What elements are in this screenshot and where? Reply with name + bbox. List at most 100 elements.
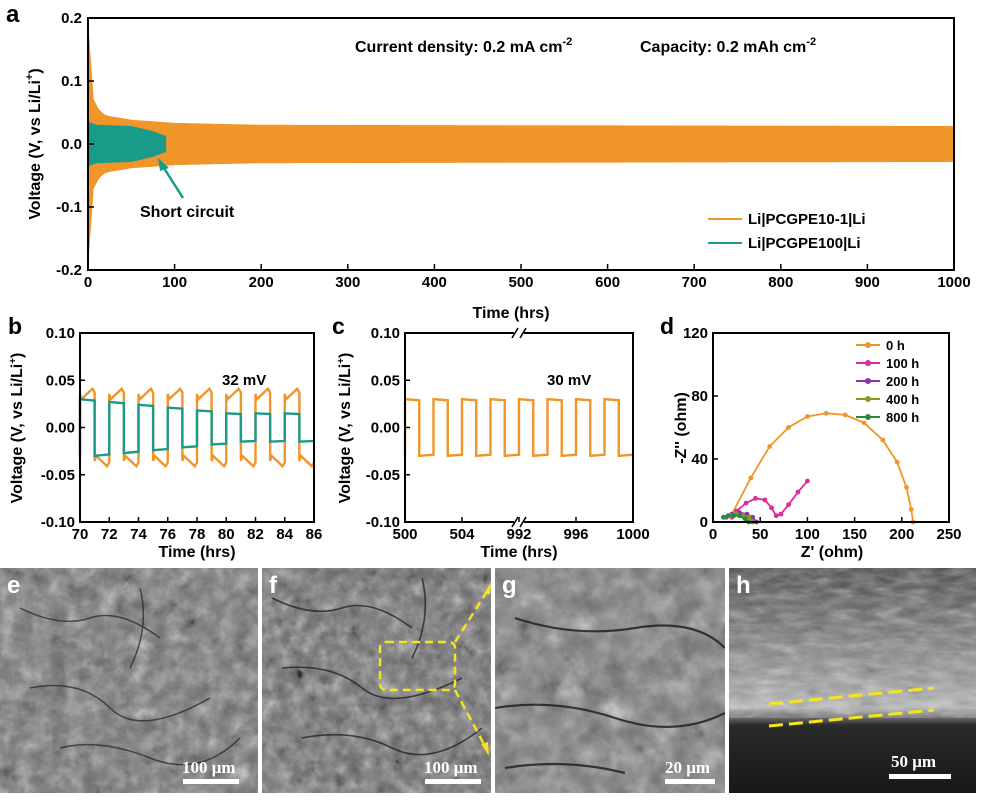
panel-a-current-density: Current density: 0.2 mA cm-2	[355, 36, 572, 56]
panel-d-letter: d	[660, 313, 674, 339]
sem-g-letter: g	[502, 572, 517, 599]
a-xtick-9: 900	[855, 274, 880, 291]
legend-d-marker-3	[865, 396, 871, 402]
sem-h-letter: h	[736, 572, 751, 599]
series-d-point-0-9	[894, 459, 900, 465]
legend-d-label-0: 0 h	[886, 338, 905, 353]
series-d-point-0-11	[908, 507, 914, 512]
series-d-point-0-2	[767, 444, 773, 449]
series-d-point-3-4	[746, 514, 752, 520]
panel-c-amplitude-label: 30 mV	[547, 372, 591, 389]
c-xtick-1: 504	[449, 526, 475, 543]
b-xtick-6: 82	[247, 526, 264, 543]
a-xtick-7: 700	[682, 274, 707, 291]
series-d-point-0-6	[842, 412, 848, 418]
sem-f-scalebar	[425, 779, 481, 784]
layer-top-line	[768, 686, 935, 706]
panel-c-xlabel: Time (hrs)	[480, 544, 557, 561]
a-xtick-0: 0	[84, 274, 92, 291]
panel-a-ticks: 0 100 200 300 400 500 600 700 800 900 1000 -0.2 -0.1…	[56, 10, 971, 291]
panel-c-letter: c	[332, 313, 345, 339]
sem-h-scalebar	[889, 774, 951, 779]
series-d-point-0-5	[823, 410, 829, 416]
series-d-point-1-6	[773, 513, 779, 519]
sem-h-scalebar-label: 50 μm	[891, 752, 937, 771]
c-ytick-4: 0.10	[371, 325, 400, 342]
d-ytick-0: 0	[700, 514, 708, 531]
series-b-orange	[78, 386, 316, 469]
short-circuit-label: Short circuit	[140, 204, 235, 221]
b-xtick-4: 78	[189, 526, 206, 543]
d-xtick-2: 100	[795, 526, 820, 543]
c-xtick-2: 992	[506, 526, 531, 543]
a-xtick-3: 300	[335, 274, 360, 291]
c-ytick-3: 0.05	[371, 372, 400, 389]
sem-e-scalebar	[183, 779, 239, 784]
panel-d-legend: 0 h 100 h 200 h 400 h 800 h	[856, 338, 919, 425]
d-ytick-2: 80	[691, 388, 708, 405]
a-xtick-5: 500	[508, 274, 533, 291]
b-ytick-2: 0.00	[46, 420, 75, 437]
panel-a-xlabel: Time (hrs)	[472, 305, 549, 322]
a-xtick-4: 400	[422, 274, 447, 291]
d-xtick-5: 250	[936, 526, 961, 543]
series-a-2	[87, 121, 167, 167]
series-d-point-0-7	[861, 420, 867, 426]
c-ytick-1: -0.05	[366, 467, 400, 484]
sem-image-f: f 100 μm	[262, 568, 491, 793]
series-d-point-1-3	[753, 495, 758, 501]
b-ytick-0: -0.10	[41, 514, 75, 531]
panel-c-plot-area	[403, 397, 634, 458]
layer-bottom-line	[768, 708, 935, 728]
series-d-point-0-1	[748, 475, 754, 481]
series-d-point-1-8	[786, 502, 791, 508]
series-d-line-1	[731, 480, 809, 518]
d-xtick-4: 200	[889, 526, 914, 543]
series-d-point-0-10	[904, 484, 909, 490]
series-c-left	[403, 397, 520, 458]
b-ytick-4: 0.10	[46, 325, 75, 342]
c-xtick-3: 996	[563, 526, 588, 543]
series-b-teal	[78, 397, 315, 458]
series-d-point-4-2	[731, 513, 737, 519]
series-d-point-0-8	[880, 437, 886, 443]
panel-c-ylabel: Voltage (V, vs Li/Li+)	[336, 353, 354, 504]
c-xtick-0: 500	[392, 526, 417, 543]
b-xtick-8: 86	[306, 526, 323, 543]
sem-image-e: e 100 μm	[0, 568, 258, 793]
panel-a-letter: a	[6, 1, 20, 28]
legend-d-label-2: 200 h	[886, 374, 919, 389]
panel-a-capacity: Capacity: 0.2 mAh cm-2	[640, 36, 816, 56]
c-ytick-2: 0.00	[371, 420, 400, 437]
series-d-point-0-3	[786, 425, 791, 430]
panel-b-ylabel: Voltage (V, vs Li/Li+)	[8, 353, 26, 504]
panel-a-ylabel: Voltage (V, vs Li/Li+)	[24, 68, 44, 219]
b-xtick-3: 76	[159, 526, 176, 543]
zoom-box	[378, 640, 457, 692]
a-ytick-4: 0.2	[61, 10, 82, 27]
a-xtick-6: 600	[595, 274, 620, 291]
panel-d-ylabel: -Z'' (ohm)	[673, 392, 690, 464]
b-ytick-1: -0.05	[41, 467, 75, 484]
b-xtick-2: 74	[130, 526, 147, 543]
c-ytick-0: -0.10	[366, 514, 400, 531]
sem-g-scalebar	[665, 779, 715, 784]
series-d-point-2-4	[750, 514, 756, 520]
a-ytick-1: -0.1	[56, 199, 82, 216]
b-xtick-0: 70	[72, 526, 89, 543]
panel-d-xlabel: Z' (ohm)	[801, 544, 863, 561]
series-c-right	[517, 397, 634, 458]
a-xtick-2: 200	[249, 274, 274, 291]
sem-image-g: g 20 μm	[495, 568, 725, 793]
short-circuit-arrowhead	[158, 158, 169, 171]
panel-b-plot-area	[78, 386, 316, 469]
series-d-point-1-10	[805, 478, 810, 484]
b-xtick-5: 80	[218, 526, 235, 543]
c-xtick-4: 1000	[616, 526, 649, 543]
panel-b-letter: b	[8, 313, 22, 339]
series-d-point-1-9	[795, 489, 801, 495]
series-d-point-1-5	[769, 505, 774, 511]
short-circuit-arrow	[160, 164, 185, 199]
b-xtick-1: 72	[101, 526, 118, 543]
series-d-point-1-2	[743, 500, 749, 506]
